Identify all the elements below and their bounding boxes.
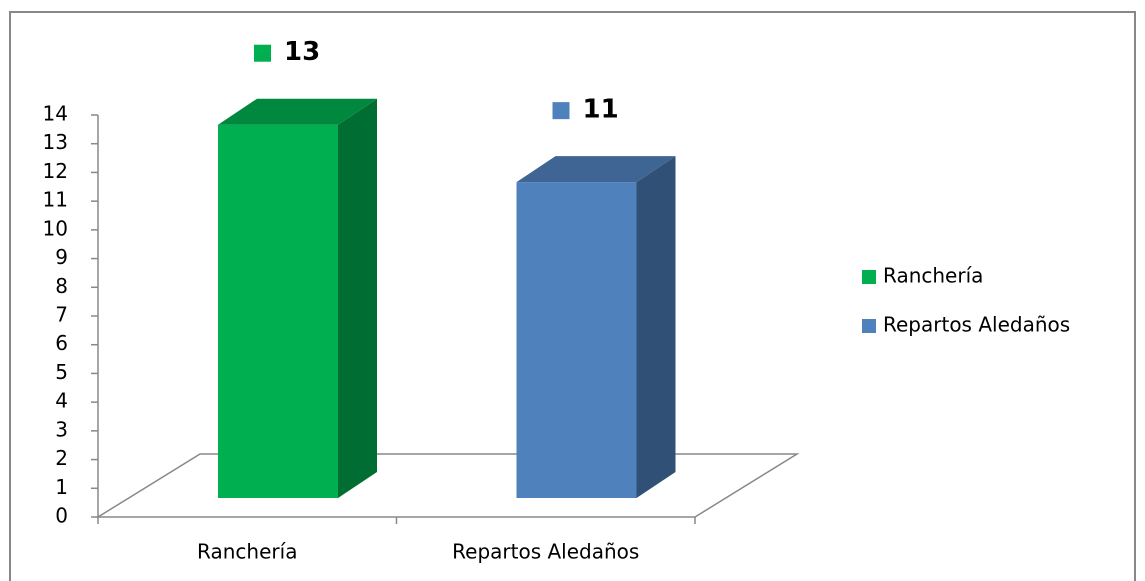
x-tick-label: Ranchería — [197, 540, 297, 564]
bar-front — [516, 182, 637, 498]
y-tick-label: 11 — [43, 188, 68, 212]
bar-front — [218, 124, 338, 498]
y-tick-label: 6 — [55, 331, 68, 355]
bar-side — [338, 98, 377, 498]
floor — [95, 453, 800, 518]
y-tick-label: 9 — [55, 245, 68, 269]
y-tick-label: 10 — [43, 216, 68, 240]
bar-side — [636, 156, 676, 498]
legend-label: Ranchería — [883, 264, 983, 288]
y-tick-label: 12 — [43, 159, 68, 183]
y-tick-label: 14 — [43, 102, 68, 126]
y-tick-label: 3 — [55, 417, 68, 441]
data-label: 11 — [583, 95, 619, 125]
data-label: 13 — [284, 37, 320, 67]
y-tick-label: 5 — [55, 360, 68, 384]
legend-label: Repartos Aledaños — [883, 313, 1070, 337]
y-tick-label: 13 — [43, 130, 68, 154]
y-tick-label: 7 — [55, 303, 68, 327]
y-tick-label: 0 — [55, 504, 68, 528]
x-tick-label: Repartos Aledaños — [452, 540, 639, 564]
data-label-key — [552, 102, 570, 120]
y-tick-label: 2 — [55, 446, 68, 470]
y-tick-label: 1 — [55, 475, 68, 499]
bar-top — [218, 98, 377, 125]
bar-top — [516, 156, 676, 183]
y-tick-label: 4 — [55, 389, 68, 413]
legend-key — [862, 319, 876, 333]
data-label-key — [254, 44, 271, 62]
legend-key — [862, 270, 876, 284]
y-tick-label: 8 — [55, 274, 68, 298]
